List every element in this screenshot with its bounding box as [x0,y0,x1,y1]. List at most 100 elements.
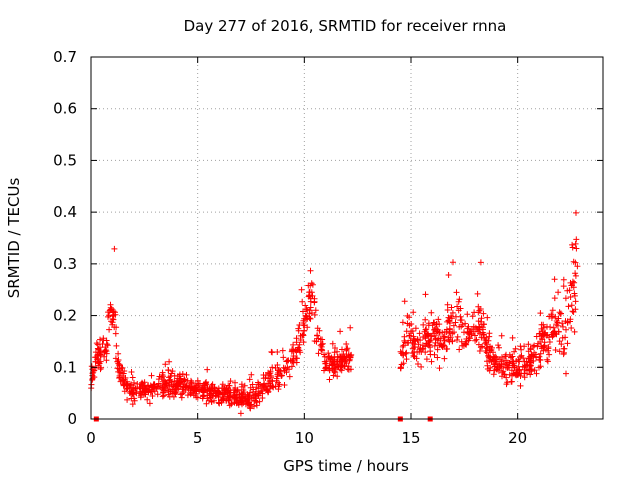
data-point [531,349,538,356]
data-point [420,334,427,340]
y-tick-label: 0.2 [53,307,77,325]
data-point [274,371,281,378]
data-point [556,338,563,345]
data-point [483,345,490,352]
data-point [172,389,178,396]
data-point [538,343,545,350]
data-point [573,236,580,243]
data-point [296,341,303,348]
data-point [275,386,282,393]
data-point [239,401,245,408]
data-point [249,381,256,388]
data-point [168,370,175,377]
data-point [531,367,538,374]
data-point [124,396,131,403]
data-point [506,364,513,371]
data-point [177,391,184,398]
data-point [263,387,270,393]
data-point [340,351,347,357]
data-point [315,350,322,357]
data-point [106,307,113,314]
data-point [204,366,211,373]
data-point [337,328,344,335]
data-point [475,328,482,335]
data-point [428,358,435,365]
data-point [215,399,222,406]
data-point [436,329,442,336]
data-point [418,363,425,370]
data-point [486,357,493,364]
data-point [510,358,517,365]
data-point [118,365,125,372]
data-point [234,386,241,393]
data-point [329,340,336,347]
data-point [101,353,108,360]
data-point [569,244,576,251]
data-point [570,258,577,265]
data-point [445,272,452,278]
data-point [307,295,314,302]
data-point [482,348,489,354]
data-point [295,327,302,334]
data-point [109,316,116,322]
data-point [145,382,152,389]
data-point [434,354,441,361]
data-point [571,292,578,299]
axes: 0 5 10 15 20 0 0.1 0.2 0.3 0.4 0.5 0.6 0.7 [53,48,604,447]
data-point [328,362,335,368]
data-point [151,388,158,395]
data-point [274,349,281,355]
data-point [124,385,131,392]
data-point [128,369,135,375]
data-point [531,342,538,349]
data-point [535,340,542,347]
data-point [337,366,344,373]
data-point [491,367,498,374]
data-point [208,399,215,405]
data-point [300,322,307,329]
data-point [343,341,350,347]
y-tick-label: 0 [67,410,77,428]
data-point [572,306,579,313]
data-point [301,327,308,334]
data-point [308,310,315,316]
data-point [536,353,543,360]
data-point [477,344,484,351]
data-point [452,319,459,326]
data-point [116,361,123,368]
data-point [298,286,305,293]
data-point [267,368,274,375]
data-point [456,296,463,303]
data-point [441,355,448,362]
data-point [241,382,248,389]
data-point [495,342,502,349]
data-point [498,365,505,371]
data-point [92,358,99,365]
data-point [339,355,346,362]
data-point [517,382,524,389]
data-point [128,395,135,402]
data-point [454,333,461,340]
data-point [515,363,522,370]
data-point [415,341,422,348]
data-point [546,339,553,345]
y-tick-label: 0.6 [53,100,77,118]
data-point [412,325,419,332]
data-point [410,344,417,351]
data-point [277,368,284,375]
data-point [194,394,201,401]
data-point [106,326,113,333]
data-point [88,363,95,370]
data-point [518,346,525,353]
data-point [251,403,257,410]
data-point [283,358,290,365]
data-point [528,366,535,373]
data-point [307,304,314,311]
data-point [431,332,438,339]
data-point [267,383,274,390]
data-point [447,334,454,341]
y-tick-label: 0.1 [53,358,77,376]
data-point [297,337,304,343]
data-point [403,356,410,363]
